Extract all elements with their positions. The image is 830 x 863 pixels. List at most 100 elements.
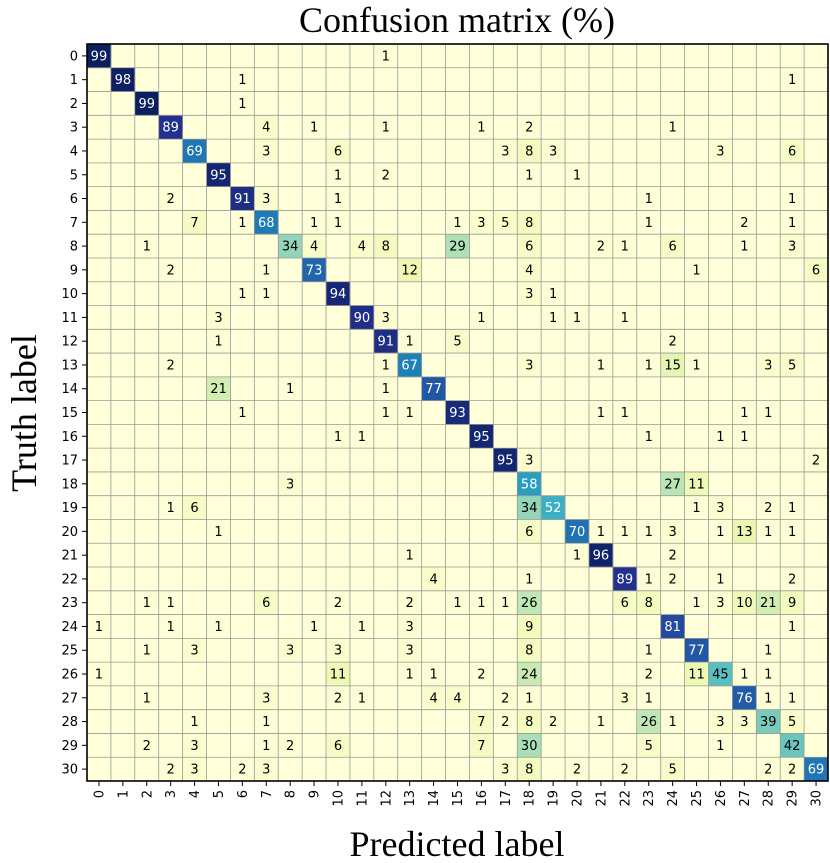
heatmap-cell: [206, 329, 231, 354]
heatmap-cell: [349, 614, 375, 639]
cell-value-label: 3: [190, 763, 198, 778]
cell-value-label: 6: [334, 739, 342, 754]
cell-value-label: 1: [716, 430, 724, 445]
cell-value-label: 94: [330, 287, 347, 302]
cell-value-label: 1: [645, 644, 653, 659]
heatmap-cell: [708, 424, 733, 449]
x-tick-label: 14: [427, 790, 442, 807]
heatmap-cell: [756, 757, 781, 782]
cell-value-label: 89: [617, 572, 634, 587]
cell-value-label: 3: [501, 763, 509, 778]
cell-value-label: 2: [382, 168, 390, 183]
cell-value-label: 2: [286, 739, 294, 754]
x-tick-label: 17: [499, 790, 514, 807]
cell-value-label: 1: [692, 596, 700, 611]
cell-value-label: 1: [597, 525, 605, 540]
heatmap-cell: [206, 305, 231, 330]
cell-value-label: 1: [214, 525, 222, 540]
cell-value-label: 1: [238, 97, 246, 112]
heatmap-cell: [373, 353, 399, 378]
cell-value-label: 1: [262, 715, 270, 730]
heatmap-cell: [469, 733, 494, 758]
cell-value-label: 1: [740, 406, 748, 421]
heatmap-cell: [517, 709, 542, 734]
cell-value-label: 5: [668, 763, 676, 778]
cell-value-label: 8: [525, 216, 533, 231]
cell-value-label: 2: [764, 763, 772, 778]
heatmap-cell: [780, 519, 805, 544]
heatmap-cell: [660, 329, 685, 354]
heatmap-cell: [493, 685, 518, 710]
cell-value-label: 1: [358, 430, 366, 445]
heatmap-cell: [349, 234, 375, 259]
heatmap-cell: [469, 424, 494, 449]
cell-value-label: 2: [501, 715, 509, 730]
heatmap-cell: [469, 210, 494, 235]
cell-value-label: 98: [115, 73, 132, 88]
cell-value-label: 2: [501, 691, 509, 706]
x-tick-label: 13: [403, 790, 418, 807]
cell-value-label: 4: [358, 240, 366, 255]
heatmap-cell: [636, 519, 661, 544]
heatmap-cell: [326, 638, 351, 663]
cell-value-label: 1: [406, 549, 414, 564]
cell-value-label: 1: [334, 216, 342, 231]
heatmap-cell: [87, 614, 112, 639]
cell-value-label: 1: [740, 430, 748, 445]
cell-value-label: 1: [788, 73, 796, 88]
heatmap-cell: [660, 709, 685, 734]
chart-title: Confusion matrix (%): [299, 0, 615, 40]
cell-value-label: 1: [143, 596, 151, 611]
cell-value-label: 1: [597, 358, 605, 373]
y-tick-label: 10: [61, 287, 78, 302]
x-tick-label: 28: [762, 790, 777, 807]
x-tick-label: 10: [331, 790, 346, 807]
heatmap-cell: [732, 685, 757, 710]
cell-value-label: 1: [525, 691, 533, 706]
cell-value-label: 21: [760, 596, 777, 611]
cell-value-label: 69: [808, 763, 825, 778]
cell-value-label: 1: [668, 121, 676, 136]
x-tick-label: 7: [260, 790, 275, 798]
heatmap-cell: [517, 495, 542, 520]
heatmap-cell: [756, 353, 781, 378]
heatmap-cell: [780, 757, 805, 782]
cell-value-label: 3: [716, 596, 724, 611]
cell-value-label: 3: [262, 192, 270, 207]
heatmap-cell: [278, 234, 303, 259]
cell-value-label: 5: [453, 335, 461, 350]
heatmap-cell: [421, 567, 446, 592]
y-tick-label: 16: [61, 430, 78, 445]
cell-value-label: 3: [477, 216, 485, 231]
heatmap-cell: [182, 757, 207, 782]
cell-value-label: 4: [429, 572, 437, 587]
heatmap-cell: [326, 733, 351, 758]
heatmap-cell: [588, 709, 614, 734]
cell-value-label: 1: [406, 335, 414, 350]
heatmap-cell: [230, 91, 255, 116]
heatmap-cell: [588, 543, 614, 568]
x-tick-label: 5: [212, 790, 227, 798]
heatmap-cell: [636, 685, 661, 710]
heatmap-cell: [756, 662, 781, 687]
heatmap-cell: [636, 210, 661, 235]
cell-value-label: 2: [143, 739, 151, 754]
cell-value-label: 1: [621, 311, 629, 326]
heatmap-cell: [158, 757, 183, 782]
cell-value-label: 3: [501, 144, 509, 159]
cell-value-label: 6: [812, 263, 820, 278]
cell-value-label: 8: [382, 240, 390, 255]
cell-value-label: 77: [688, 644, 705, 659]
cell-value-label: 2: [764, 501, 772, 516]
heatmap-cell: [158, 115, 183, 140]
heatmap-cell: [134, 733, 160, 758]
cell-value-label: 3: [190, 644, 198, 659]
cell-value-label: 1: [334, 430, 342, 445]
heatmap-cell: [804, 448, 829, 473]
y-tick-label: 22: [61, 572, 78, 587]
cell-value-label: 1: [645, 691, 653, 706]
cell-value-label: 6: [621, 596, 629, 611]
cell-value-label: 6: [525, 525, 533, 540]
heatmap-cell: [182, 495, 207, 520]
heatmap-cell: [756, 685, 781, 710]
